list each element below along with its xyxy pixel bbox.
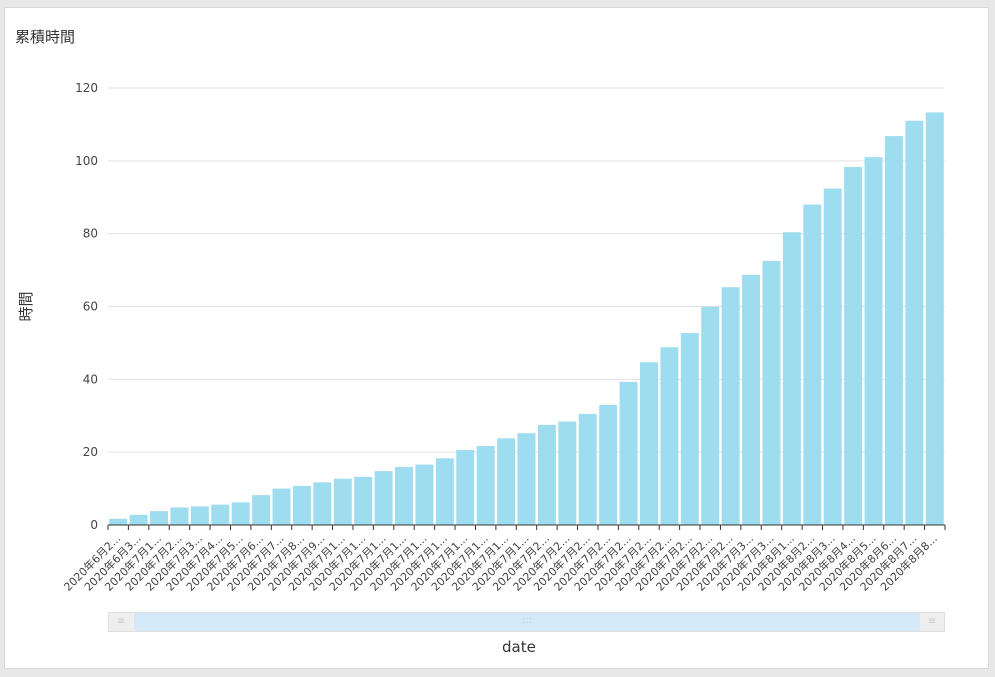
- bar: [456, 449, 475, 525]
- bar: [129, 514, 148, 525]
- bar: [762, 260, 781, 525]
- bar: [354, 476, 373, 525]
- bar: [109, 518, 128, 525]
- bar: [476, 445, 495, 525]
- bar: [558, 421, 577, 525]
- bar: [864, 157, 883, 526]
- bar: [272, 488, 291, 525]
- data-zoom-handle-right[interactable]: ≡: [920, 613, 944, 631]
- bar: [150, 511, 169, 525]
- bar: [599, 404, 618, 525]
- y-tick-label: 20: [83, 445, 98, 459]
- bar: [313, 482, 332, 525]
- bar: [170, 507, 189, 525]
- bar: [211, 504, 230, 525]
- bar: [640, 362, 658, 525]
- bar: [190, 506, 209, 525]
- bar: [884, 136, 903, 525]
- data-zoom-selected-range[interactable]: :::: [134, 613, 920, 631]
- bar: [905, 120, 924, 526]
- bar: [231, 502, 250, 525]
- y-tick-label: 80: [83, 227, 98, 241]
- bar: [395, 467, 413, 525]
- bar: [252, 495, 271, 525]
- bar: [660, 347, 679, 525]
- y-tick-label: 100: [75, 154, 98, 168]
- chart-title: 累積時間: [15, 28, 76, 46]
- bar: [292, 486, 311, 525]
- data-zoom-grip-icon[interactable]: :::: [521, 615, 533, 626]
- y-tick-label: 60: [83, 300, 98, 314]
- y-axis-title: 時間: [17, 291, 35, 321]
- bar: [333, 478, 352, 525]
- bar: [374, 471, 393, 525]
- bar: [415, 464, 434, 525]
- bar: [721, 287, 740, 525]
- bar: [497, 438, 516, 525]
- bar: [578, 413, 597, 525]
- bar: [844, 167, 863, 525]
- y-tick-label: 0: [90, 518, 98, 532]
- data-zoom-handle-left[interactable]: ≡: [109, 613, 133, 631]
- bar: [680, 333, 699, 525]
- y-tick-label: 120: [75, 81, 98, 95]
- x-axis-title: date: [502, 638, 536, 656]
- bar: [435, 458, 454, 525]
- bar: [701, 306, 720, 525]
- bar: [517, 433, 536, 525]
- bar: [742, 274, 761, 525]
- bar: [537, 424, 556, 525]
- bar: [925, 112, 944, 525]
- data-zoom-slider[interactable]: ::: ≡ ≡: [108, 612, 945, 632]
- bar: [619, 381, 638, 525]
- bar: [782, 232, 801, 525]
- bar: [803, 204, 822, 526]
- bar: [823, 188, 842, 525]
- y-tick-label: 40: [83, 372, 98, 386]
